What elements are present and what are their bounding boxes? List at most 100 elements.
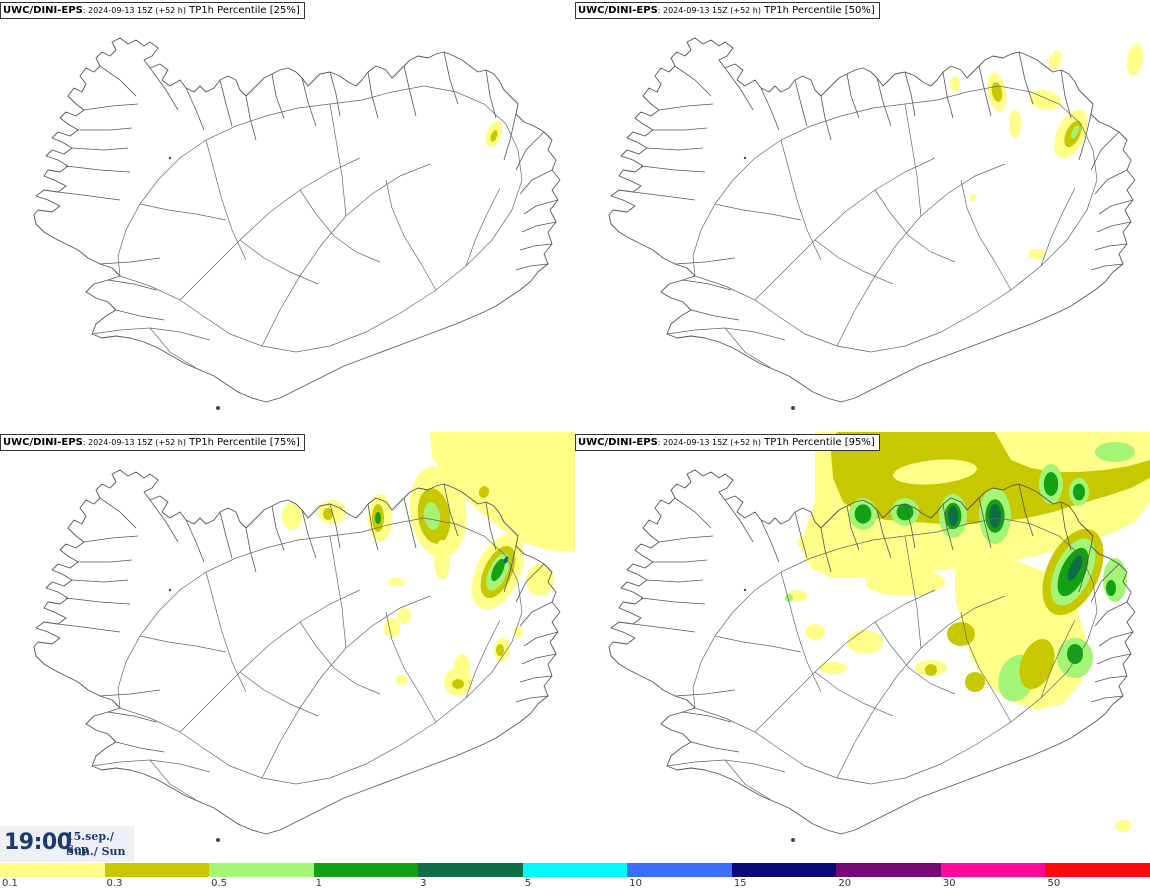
precip-area <box>1115 820 1131 832</box>
precip-core <box>1043 472 1059 496</box>
fjord-line <box>978 497 992 549</box>
island-dot <box>216 838 220 842</box>
legend-tick-label: 10 <box>629 878 642 889</box>
fjord-line <box>1090 563 1120 603</box>
road-line <box>139 203 227 221</box>
fjord-line <box>690 309 740 321</box>
fjord-line <box>271 505 285 551</box>
fjord-line <box>515 131 545 171</box>
fjord-line <box>403 497 417 549</box>
road-line <box>960 611 1012 723</box>
road-line <box>299 621 381 695</box>
fjord-line <box>149 499 179 543</box>
legend-swatch <box>522 863 628 877</box>
island-dot <box>216 406 220 410</box>
fjord-line <box>521 221 557 233</box>
precip-core <box>965 672 985 692</box>
road-line <box>205 571 247 693</box>
fjord-line <box>78 559 133 563</box>
fjord-line <box>71 147 129 151</box>
road-line <box>714 203 802 221</box>
precip-core <box>989 504 1001 528</box>
legend-swatch <box>627 863 733 877</box>
fjord-line <box>1090 695 1124 703</box>
road-line <box>1040 187 1076 267</box>
fjord-line <box>1018 483 1034 537</box>
fjord-line <box>1096 653 1132 665</box>
fjord-line <box>876 77 892 127</box>
fjord-line <box>846 73 860 119</box>
run-time: : 2024-09-13 15Z (+52 h) <box>657 6 761 15</box>
coastline <box>608 469 1136 835</box>
fjord-line <box>674 497 712 529</box>
fjord-line <box>658 535 714 543</box>
precip-core <box>948 506 958 526</box>
precip-core <box>1073 483 1085 501</box>
fjord-line <box>107 279 157 291</box>
fjord-line <box>646 579 704 583</box>
fjord-line <box>760 87 780 131</box>
precip-area <box>513 626 523 638</box>
road-line <box>329 103 347 217</box>
fjord-line <box>760 519 780 563</box>
precip-area <box>970 194 976 202</box>
precip-field <box>950 44 1144 259</box>
precip-area <box>387 578 405 586</box>
fjord-line <box>403 65 417 117</box>
fjord-line <box>519 601 553 627</box>
map-panel-p95: UWC/DINI-EPS: 2024-09-13 15Z (+52 h) TP1… <box>575 432 1150 862</box>
precip-area <box>819 662 847 674</box>
fjord-line <box>83 103 139 111</box>
fjord-line <box>523 199 559 215</box>
fjord-line <box>301 509 317 559</box>
panel-title: UWC/DINI-EPS: 2024-09-13 15Z (+52 h) TP1… <box>575 2 880 19</box>
road-line <box>239 239 319 285</box>
road-line <box>754 157 936 301</box>
legend-tick-label: 0.1 <box>2 878 18 889</box>
fjord-line <box>245 95 257 141</box>
fjord-line <box>271 73 285 119</box>
precip-core <box>1095 442 1135 462</box>
fjord-line <box>367 503 379 551</box>
road-line <box>205 139 247 261</box>
map-panel-p50: UWC/DINI-EPS: 2024-09-13 15Z (+52 h) TP1… <box>575 0 1150 430</box>
road-line <box>780 571 822 693</box>
fjord-line <box>503 113 517 161</box>
legend-tick-label: 15 <box>733 878 747 889</box>
precip-area <box>893 459 977 485</box>
island-dot <box>791 406 795 410</box>
fjord-line <box>115 741 165 753</box>
map-canvas <box>33 432 575 842</box>
precip-core <box>1106 580 1116 596</box>
precip-area <box>396 675 408 685</box>
road-line <box>239 671 319 717</box>
model-name: UWC/DINI-EPS <box>578 437 658 448</box>
precip-core <box>785 594 793 602</box>
precip-core <box>423 502 441 530</box>
fjord-line <box>65 597 131 605</box>
fjord-line <box>653 559 708 563</box>
fjord-line <box>521 653 557 665</box>
map-canvas <box>608 432 1150 842</box>
precip-core <box>375 512 381 524</box>
fjord-line <box>115 309 165 321</box>
fjord-line <box>99 257 161 265</box>
legend-swatch <box>418 863 524 877</box>
run-time: : 2024-09-13 15Z (+52 h) <box>657 438 761 447</box>
precip-field <box>785 432 1150 832</box>
road-line <box>91 759 211 773</box>
fjord-line <box>65 165 131 173</box>
precip-area <box>1048 50 1062 70</box>
fjord-line <box>640 597 706 605</box>
road-line <box>149 327 197 369</box>
precip-area <box>526 564 554 596</box>
fjord-line <box>185 87 205 131</box>
map-panel-p25: UWC/DINI-EPS: 2024-09-13 15Z (+52 h) TP1… <box>0 0 575 430</box>
fjord-line <box>820 95 832 141</box>
precip-core <box>452 679 464 689</box>
fjord-line <box>876 509 892 559</box>
precip-area <box>384 618 400 638</box>
fjord-line <box>682 711 732 723</box>
fjord-line <box>443 51 459 105</box>
fjord-line <box>1094 243 1128 251</box>
